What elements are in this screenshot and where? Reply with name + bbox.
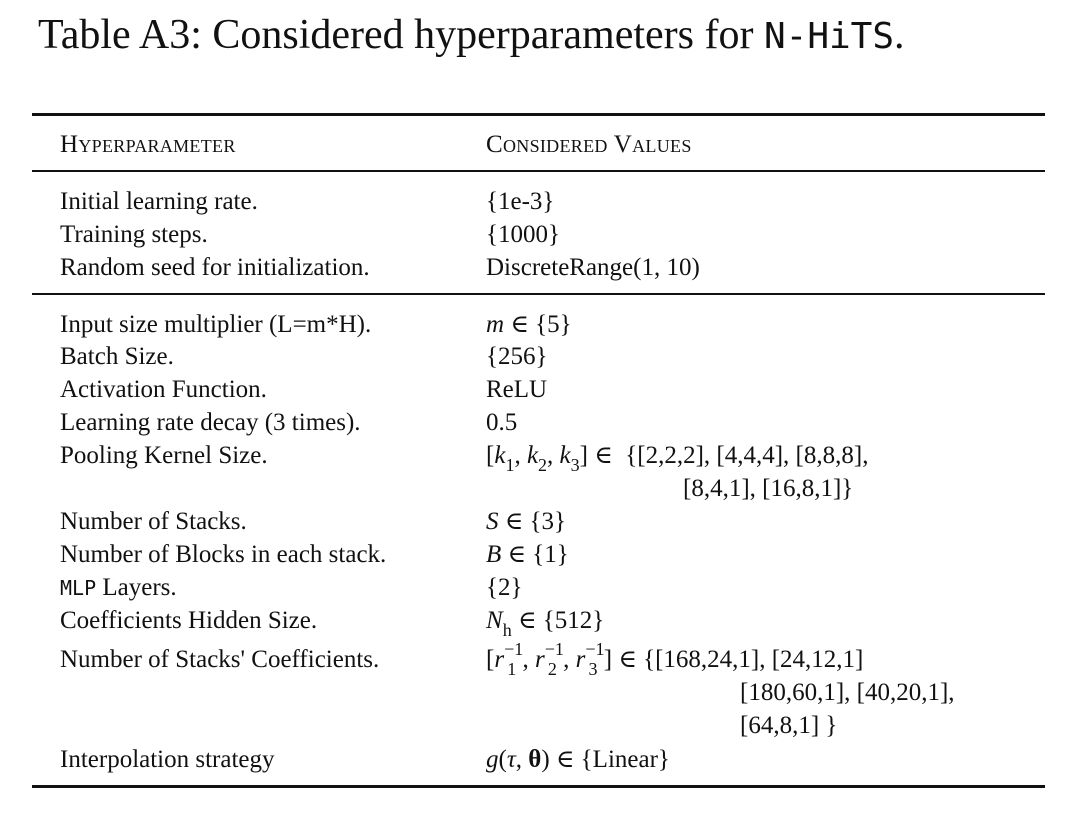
param-interpolation-strategy: Interpolation strategy (60, 746, 275, 773)
param-learning-rate-decay: Learning rate decay (3 times). (60, 409, 361, 436)
param-number-of-stacks-coefficients: Number of Stacks' Coefficients. (60, 646, 380, 673)
header-hyperparameter: Hyperparameter (60, 131, 236, 158)
value-input-size-multiplier: m ∈ {5} (486, 308, 572, 341)
value-number-of-blocks-rest: ∈ {1} (501, 541, 569, 568)
value-input-size-rest: ∈ {5} (504, 311, 572, 338)
value-coefficients-hidden-size: Nh ∈ {512} (486, 604, 605, 640)
value-random-seed: DiscreteRange(1, 10) (486, 254, 700, 281)
mlp-mono: MLP (60, 576, 97, 600)
value-number-of-stacks-coefficients: [r−11 , r−12 , r−13 ] ∈ {[168,24,1], [24… (486, 639, 864, 679)
bottom-rule (32, 785, 1045, 788)
value-training-steps: {1000} (486, 221, 560, 248)
value-coefficients-line1: ∈ {[168,24,1], [24,12,1] (618, 646, 864, 673)
value-batch-size: {256} (486, 343, 548, 370)
value-coefficients-line3: [64,8,1] } (740, 712, 838, 739)
param-random-seed: Random seed for initialization. (60, 254, 370, 281)
mlp-layers-text: Layers. (96, 574, 177, 601)
param-initial-learning-rate: Initial learning rate. (60, 188, 258, 215)
value-learning-rate-decay: 0.5 (486, 409, 518, 436)
param-coefficients-hidden-size: Coefficients Hidden Size. (60, 607, 318, 634)
caption-suffix: . (894, 12, 905, 58)
caption-prefix: Table A3: Considered hyperparameters for (38, 12, 764, 58)
value-initial-learning-rate: {1e-3} (486, 188, 555, 215)
param-training-steps: Training steps. (60, 221, 208, 248)
top-rule (32, 113, 1045, 116)
param-number-of-stacks: Number of Stacks. (60, 508, 247, 535)
header-rule (32, 170, 1045, 172)
caption-model-name: N-HiTS (763, 16, 895, 57)
math-var-n: N (486, 607, 503, 634)
value-interpolation-rest: ∈ {Linear} (549, 746, 670, 773)
param-batch-size: Batch Size. (60, 343, 174, 370)
value-activation-function: ReLU (486, 376, 548, 403)
math-var-s: S (486, 508, 499, 535)
param-input-size-multiplier: Input size multiplier (L=m*H). (60, 311, 372, 338)
value-pooling-line1: {[2,2,2], [4,4,4], [8,8,8], (625, 442, 869, 469)
value-hidden-size-rest: ∈ {512} (511, 607, 605, 634)
math-var-m: m (486, 311, 505, 338)
param-activation-function: Activation Function. (60, 376, 267, 403)
value-coefficients-line2: [180,60,1], [40,20,1], (740, 679, 955, 706)
param-mlp-layers: MLP Layers. (60, 571, 177, 605)
table-caption: Table A3: Considered hyperparameters for… (38, 6, 905, 66)
value-pooling-kernel-size: [k1, k2, k3] ∈ {[2,2,2], [4,4,4], [8,8,8… (486, 442, 869, 475)
math-var-b: B (486, 541, 502, 568)
value-number-of-stacks-rest: ∈ {3} (498, 508, 567, 535)
value-interpolation-strategy: g(τ, θ) ∈ {Linear} (486, 746, 670, 773)
value-mlp-layers: {2} (486, 574, 523, 601)
value-number-of-stacks: S ∈ {3} (486, 505, 566, 538)
param-pooling-kernel-size: Pooling Kernel Size. (60, 442, 268, 469)
value-pooling-line2: [8,4,1], [16,8,1]} (683, 475, 854, 502)
group-rule (32, 293, 1045, 295)
header-considered-values: Considered Values (486, 131, 692, 158)
value-number-of-blocks: B ∈ {1} (486, 538, 569, 571)
param-number-of-blocks: Number of Blocks in each stack. (60, 541, 387, 568)
math-sub-h: h (502, 620, 512, 640)
